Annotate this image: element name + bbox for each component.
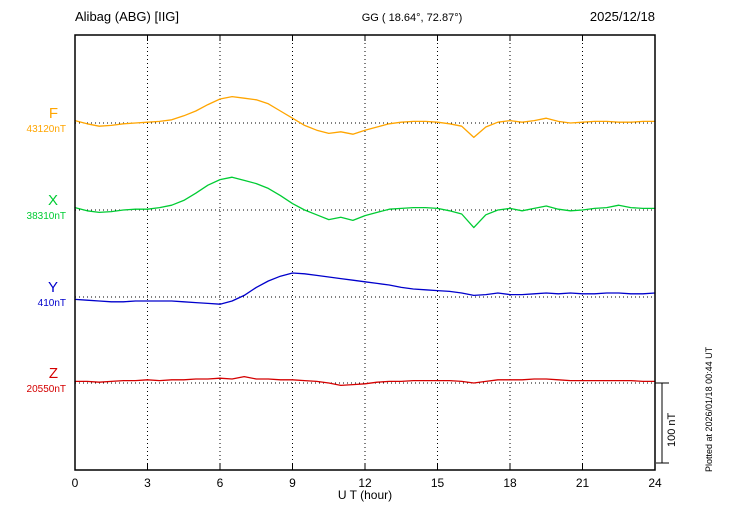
svg-text:0: 0 [72, 476, 79, 490]
plotted-at-label: Plotted at 2026/01/18 00:44 UT [704, 346, 714, 472]
series-label-Y: Y [47, 279, 58, 296]
series-label-X: X [47, 192, 58, 209]
scale-bar-label: 100 nT [666, 412, 678, 447]
svg-text:3: 3 [144, 476, 151, 490]
svg-text:21: 21 [576, 476, 590, 490]
svg-text:12: 12 [358, 476, 372, 490]
svg-text:18: 18 [503, 476, 517, 490]
station-title: Alibag (ABG) [IIG] [75, 9, 180, 24]
gg-coordinates: GG ( 18.64°, 72.87°) [361, 12, 463, 24]
svg-text:24: 24 [648, 476, 662, 490]
date-label: 2025/12/18 [589, 9, 655, 24]
series-label-Z: Z [48, 365, 58, 382]
svg-text:15: 15 [431, 476, 445, 490]
x-axis-label: U T (hour) [337, 488, 393, 502]
svg-text:6: 6 [217, 476, 224, 490]
series-basevalue-Z: 20550nT [26, 384, 66, 395]
series-label-F: F [48, 105, 58, 122]
series-basevalue-F: 43120nT [26, 124, 66, 135]
series-basevalue-Y: 410nT [37, 298, 66, 309]
svg-text:9: 9 [289, 476, 296, 490]
series-basevalue-X: 38310nT [26, 211, 66, 222]
